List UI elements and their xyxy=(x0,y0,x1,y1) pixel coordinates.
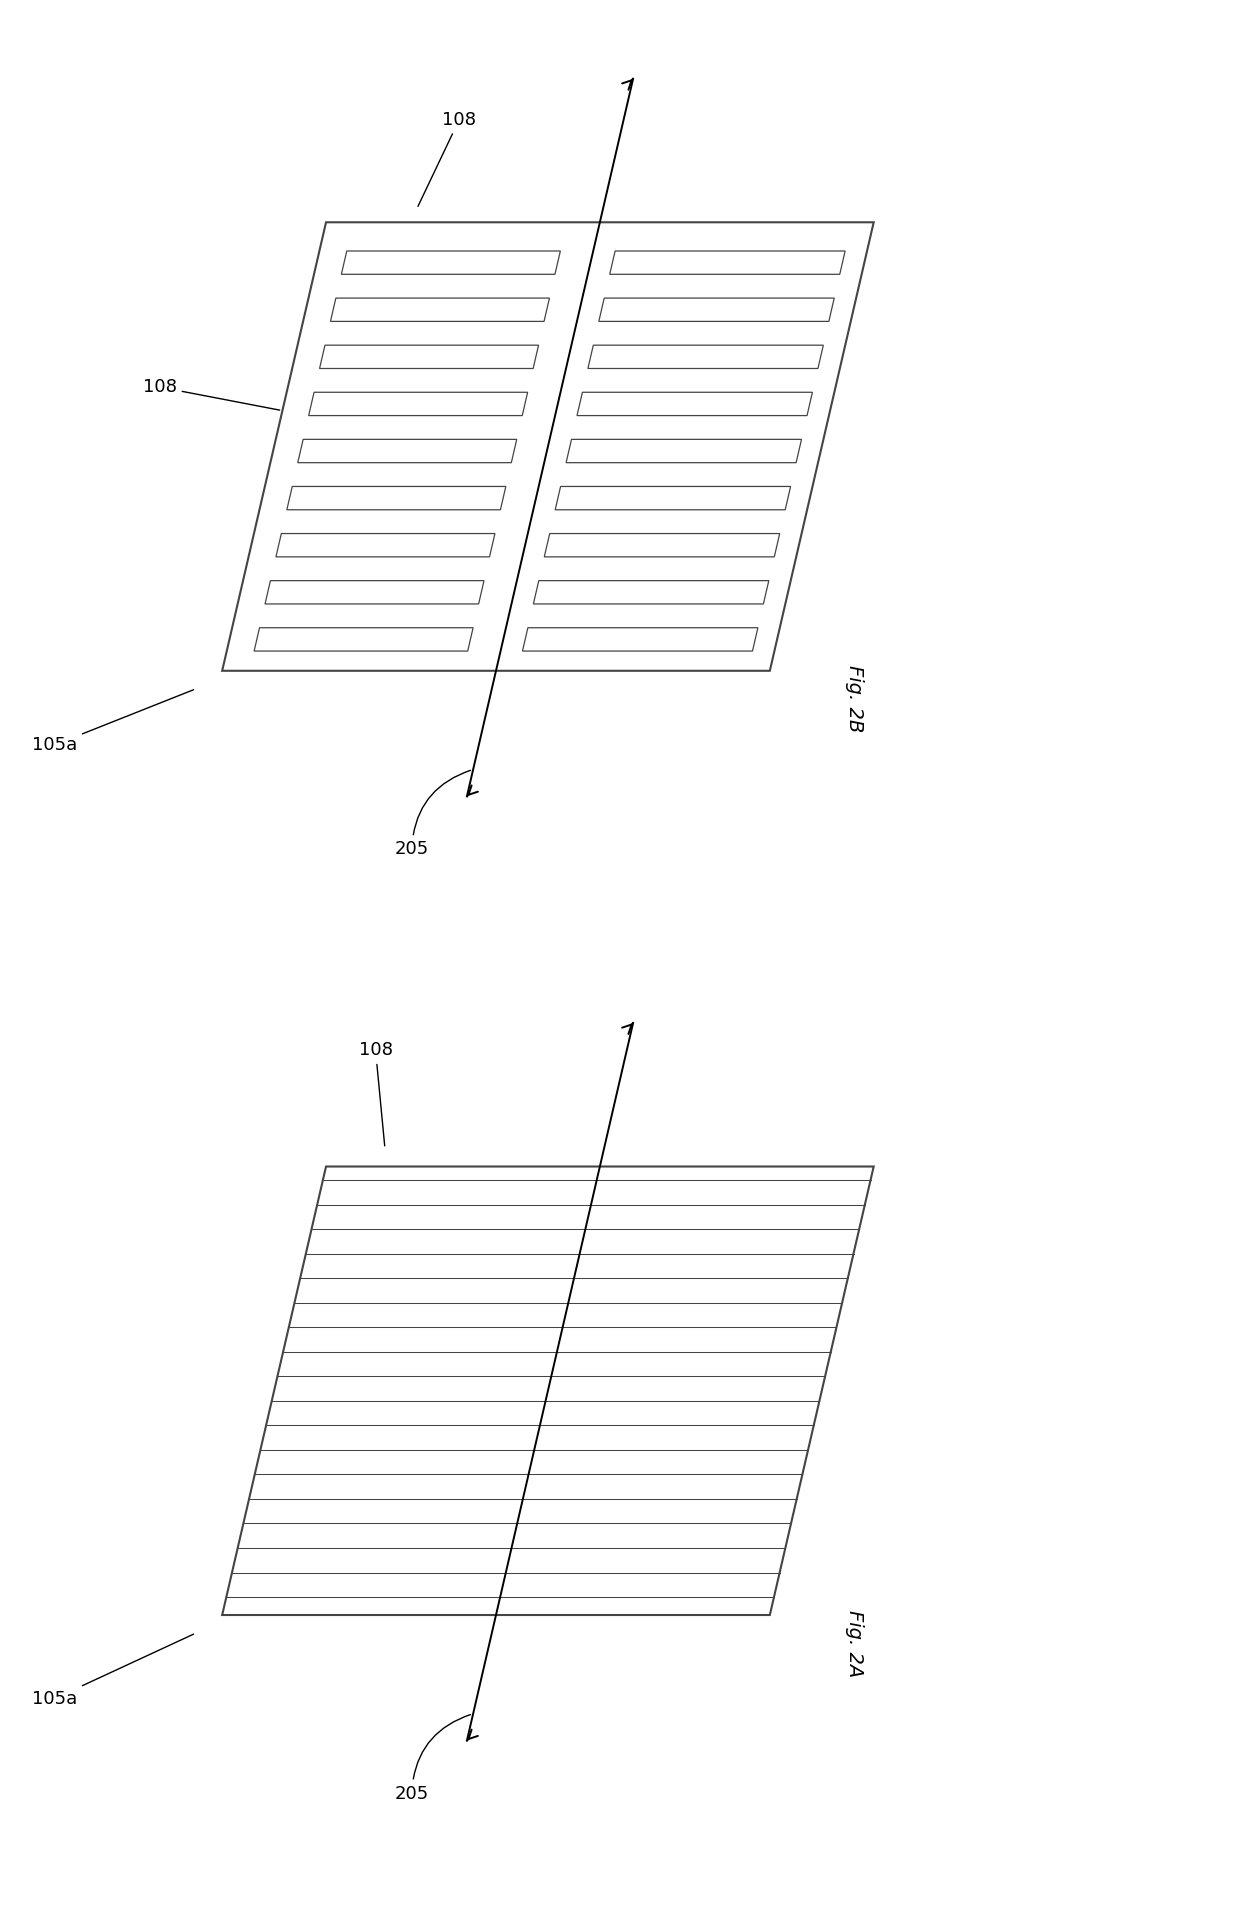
Polygon shape xyxy=(341,251,560,274)
Polygon shape xyxy=(599,299,835,322)
Text: Fig. 2B: Fig. 2B xyxy=(846,665,864,732)
Polygon shape xyxy=(533,580,769,603)
Polygon shape xyxy=(544,534,780,557)
Polygon shape xyxy=(567,439,801,462)
Text: 105a: 105a xyxy=(32,690,193,753)
Text: 108: 108 xyxy=(358,1041,393,1147)
Polygon shape xyxy=(588,345,823,368)
Text: 205: 205 xyxy=(394,1715,470,1802)
Polygon shape xyxy=(309,393,528,416)
Polygon shape xyxy=(331,299,549,322)
Text: 205: 205 xyxy=(394,771,470,858)
Polygon shape xyxy=(320,345,538,368)
Polygon shape xyxy=(254,628,474,651)
Text: 108: 108 xyxy=(143,378,280,410)
Polygon shape xyxy=(222,222,874,671)
Polygon shape xyxy=(286,486,506,511)
Polygon shape xyxy=(222,1166,874,1615)
Polygon shape xyxy=(556,486,791,511)
Polygon shape xyxy=(277,534,495,557)
Text: 108: 108 xyxy=(418,110,476,206)
Polygon shape xyxy=(298,439,517,462)
Polygon shape xyxy=(577,393,812,416)
Text: 105a: 105a xyxy=(32,1634,193,1707)
Polygon shape xyxy=(522,628,758,651)
Text: Fig. 2A: Fig. 2A xyxy=(846,1609,864,1676)
Polygon shape xyxy=(610,251,846,274)
Polygon shape xyxy=(265,580,484,603)
